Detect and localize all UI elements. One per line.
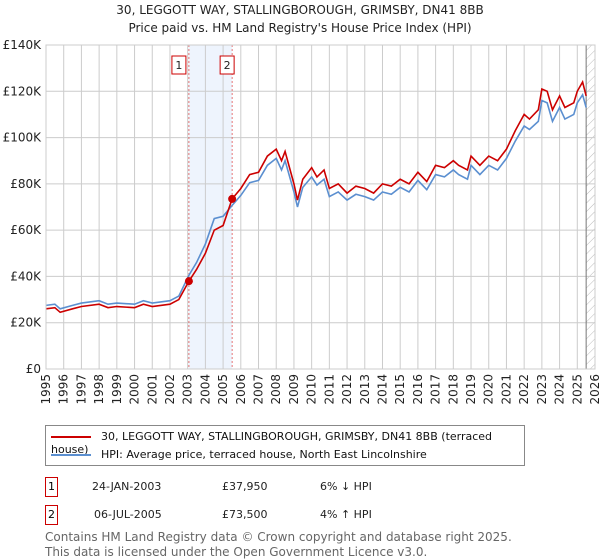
x-tick-label: 2004	[198, 374, 212, 405]
x-tick-label: 2023	[535, 374, 549, 405]
highlight-band	[188, 45, 233, 369]
x-tick-label: 2024	[553, 374, 567, 405]
y-tick-label: £120K	[3, 84, 43, 98]
annotation-badge	[219, 55, 235, 75]
x-tick-label: 2021	[499, 374, 513, 405]
x-tick-label: 2016	[411, 374, 425, 405]
x-tick-label: 1998	[92, 374, 106, 405]
x-tick-label: 2009	[287, 374, 301, 405]
chart-subtitle: Price paid vs. HM Land Registry's House …	[128, 21, 472, 35]
transaction-price: £73,500	[222, 508, 268, 521]
red-line-swatch	[51, 436, 91, 438]
x-tick-label: 2014	[375, 374, 389, 405]
legend-item-hpi: HPI: Average price, terraced house, Nort…	[51, 448, 427, 461]
marker-badge: 2	[45, 505, 58, 525]
transaction-date: 06-JUL-2005	[94, 508, 162, 521]
x-tick-label: 2005	[216, 374, 230, 405]
y-tick-label: £40K	[10, 269, 42, 283]
chart-title: 30, LEGGOTT WAY, STALLINGBOROUGH, GRIMSB…	[116, 3, 484, 17]
x-tick-label: 2008	[269, 374, 283, 405]
x-tick-label: 2000	[128, 374, 142, 405]
transaction-hpi: 4% ↑ HPI	[320, 508, 372, 521]
forecast-hatch	[586, 45, 595, 369]
legend-label: 30, LEGGOTT WAY, STALLINGBOROUGH, GRIMSB…	[51, 430, 493, 456]
x-tick-label: 2025	[570, 374, 584, 405]
x-tick-label: 2022	[517, 374, 531, 405]
x-tick-label: 2010	[305, 374, 319, 405]
transaction-price: £37,950	[222, 480, 268, 493]
x-tick-label: 2020	[482, 374, 496, 405]
footer-copyright: Contains HM Land Registry data © Crown c…	[45, 530, 512, 544]
transaction-hpi: 6% ↓ HPI	[320, 480, 372, 493]
hpi-line	[45, 92, 587, 310]
x-tick-label: 2006	[234, 374, 248, 405]
property-price-line	[45, 79, 587, 314]
x-tick-label: 1999	[110, 374, 124, 405]
x-tick-label: 1995	[39, 374, 53, 405]
x-tick-label: 1996	[57, 374, 71, 405]
x-tick-label: 2019	[464, 374, 478, 405]
y-tick-label: £140K	[3, 38, 43, 52]
legend-item-property: 30, LEGGOTT WAY, STALLINGBOROUGH, GRIMSB…	[51, 430, 524, 456]
y-tick-label: £0	[26, 362, 41, 376]
sale-point	[228, 194, 237, 203]
annotation-label: 2	[224, 59, 231, 72]
annotation-badge	[171, 55, 187, 75]
sale-point	[184, 277, 193, 286]
legend-label: HPI: Average price, terraced house, Nort…	[101, 448, 427, 461]
legend: 30, LEGGOTT WAY, STALLINGBOROUGH, GRIMSB…	[45, 425, 525, 466]
annotation-label: 1	[175, 59, 182, 72]
x-tick-label: 2001	[145, 374, 159, 405]
x-tick-label: 1997	[74, 374, 88, 405]
x-tick-label: 2012	[340, 374, 354, 405]
footer-licence: This data is licensed under the Open Gov…	[45, 545, 428, 559]
y-tick-label: £80K	[10, 177, 42, 191]
y-tick-label: £20K	[10, 316, 42, 330]
x-tick-label: 2003	[181, 374, 195, 405]
x-tick-label: 2011	[322, 374, 336, 405]
x-tick-label: 2013	[358, 374, 372, 405]
y-tick-label: £60K	[10, 223, 42, 237]
x-tick-label: 2007	[252, 374, 266, 405]
y-tick-label: £100K	[3, 131, 43, 145]
x-tick-label: 2017	[429, 374, 443, 405]
x-tick-label: 2018	[446, 374, 460, 405]
marker-badge: 1	[45, 477, 58, 497]
x-tick-label: 2026	[588, 374, 600, 405]
blue-line-swatch	[51, 454, 91, 456]
chart-plot: 1995 1996 1997 1998 1999 2000 2001 2002 2003 2004…	[3, 38, 600, 405]
x-tick-label: 2015	[393, 374, 407, 405]
transaction-date: 24-JAN-2003	[92, 480, 162, 493]
x-tick-label: 2002	[163, 374, 177, 405]
plot-frame	[45, 44, 596, 370]
